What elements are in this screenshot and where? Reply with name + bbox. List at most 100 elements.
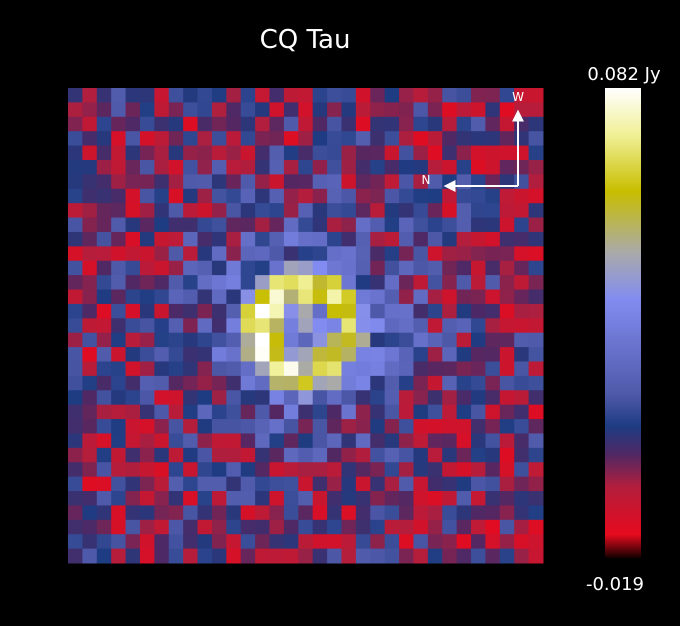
pixel	[514, 203, 530, 219]
pixel	[96, 347, 112, 362]
pixel	[499, 390, 515, 406]
pixel	[240, 419, 256, 434]
pixel	[226, 260, 242, 276]
pixel	[499, 231, 515, 247]
pixel	[211, 188, 227, 204]
pixel	[197, 419, 213, 434]
pixel	[154, 260, 170, 276]
pixel	[327, 375, 342, 391]
pixel	[456, 231, 472, 247]
pixel	[312, 534, 328, 550]
pixel	[413, 361, 429, 377]
pixel	[168, 246, 184, 262]
pixel	[183, 361, 199, 377]
pixel	[139, 217, 155, 233]
pixel	[211, 116, 227, 132]
pixel	[68, 505, 83, 521]
pixel	[384, 260, 400, 276]
pixel	[312, 419, 328, 434]
pixel	[125, 131, 141, 147]
pixel	[125, 361, 141, 377]
pixel	[514, 145, 530, 161]
pixel	[312, 116, 328, 132]
pixel	[111, 433, 127, 449]
pixel	[312, 188, 328, 204]
pixel	[68, 433, 83, 449]
pixel	[399, 88, 414, 103]
pixel	[139, 447, 155, 463]
pixel	[456, 419, 472, 434]
pixel	[456, 519, 472, 535]
pixel	[341, 145, 357, 161]
pixel	[125, 303, 141, 319]
pixel	[341, 462, 357, 478]
pixel	[341, 390, 357, 406]
pixel	[82, 102, 98, 118]
pixel	[456, 159, 472, 175]
pixel	[283, 159, 299, 175]
pixel	[312, 361, 328, 377]
pixel	[96, 361, 112, 377]
pixel	[528, 174, 544, 190]
pixel	[341, 433, 357, 449]
pixel	[370, 231, 386, 247]
pixel	[456, 390, 472, 406]
pixel	[399, 289, 414, 305]
pixel	[399, 375, 414, 391]
pixel	[499, 375, 515, 391]
pixel	[471, 131, 486, 147]
pixel	[111, 303, 127, 319]
pixel	[485, 476, 501, 492]
pixel	[197, 260, 213, 276]
pixel	[197, 476, 213, 492]
pixel	[370, 88, 386, 103]
pixel	[413, 145, 429, 161]
pixel	[183, 159, 199, 175]
pixel	[341, 476, 357, 492]
pixel	[240, 519, 256, 535]
pixel	[514, 390, 530, 406]
pixel	[183, 390, 199, 406]
pixel	[96, 131, 112, 147]
pixel	[413, 289, 429, 305]
pixel	[384, 519, 400, 535]
pixel	[370, 174, 386, 190]
pixel	[427, 347, 443, 362]
pixel	[499, 519, 515, 535]
pixel	[399, 390, 414, 406]
pixel	[471, 116, 486, 132]
pixel	[312, 548, 328, 564]
pixel	[442, 188, 458, 204]
pixel	[384, 131, 400, 147]
pixel	[442, 419, 458, 434]
pixel	[283, 289, 299, 305]
pixel	[312, 447, 328, 463]
pixel	[211, 246, 227, 262]
pixel	[471, 505, 486, 521]
pixel	[355, 462, 371, 478]
pixel	[125, 88, 141, 103]
pixel	[499, 88, 515, 103]
pixel	[226, 375, 242, 391]
pixel	[139, 246, 155, 262]
pixel	[211, 375, 227, 391]
pixel	[312, 332, 328, 348]
pixel	[442, 447, 458, 463]
pixel	[298, 519, 314, 535]
pixel	[355, 534, 371, 550]
pixel	[283, 505, 299, 521]
pixel	[211, 102, 227, 118]
pixel	[499, 419, 515, 434]
pixel	[96, 289, 112, 305]
pixel	[154, 419, 170, 434]
pixel	[514, 217, 530, 233]
pixel	[456, 347, 472, 362]
pixel	[226, 246, 242, 262]
pixel	[499, 289, 515, 305]
pixel	[197, 159, 213, 175]
pixel	[514, 476, 530, 492]
pixel	[298, 88, 314, 103]
pixel	[226, 116, 242, 132]
pixel	[355, 548, 371, 564]
pixel	[384, 217, 400, 233]
